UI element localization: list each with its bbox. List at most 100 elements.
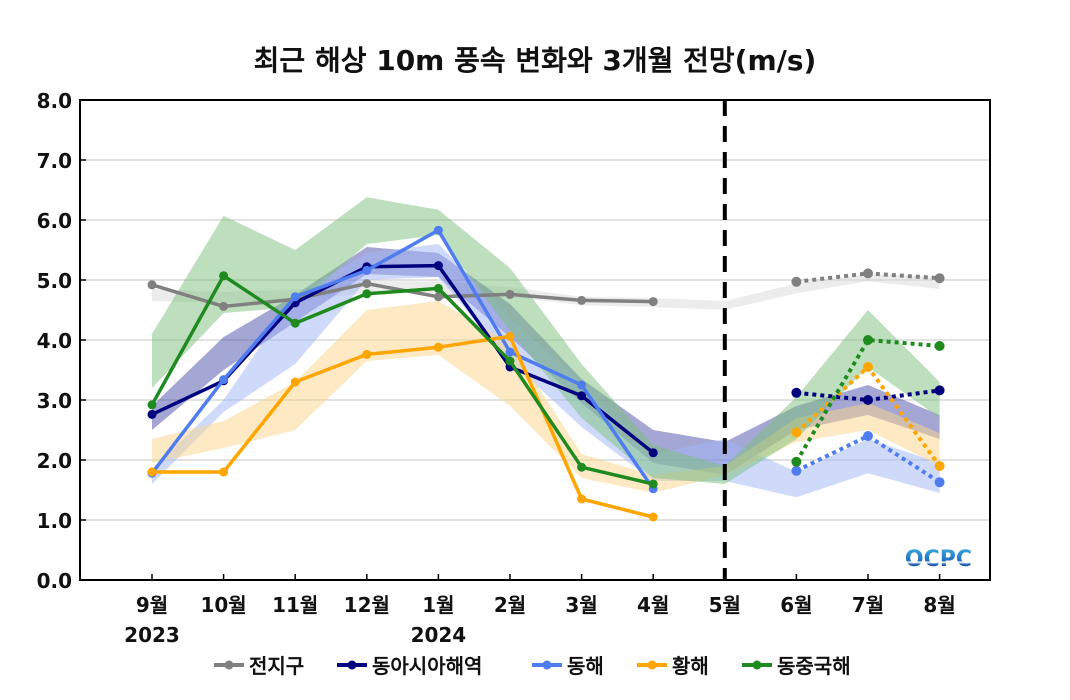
- forecast-point: [863, 268, 873, 279]
- y-tick-label: 8.0: [37, 89, 72, 113]
- forecast-point: [934, 385, 945, 396]
- observed-line: [150, 228, 655, 490]
- observed-point: [362, 279, 372, 289]
- legend-label: 동해: [567, 654, 604, 678]
- observed-point: [147, 400, 157, 410]
- y-tick-label: 4.0: [37, 329, 72, 353]
- forecast-point: [934, 273, 945, 284]
- legend-swatch-marker: [752, 660, 762, 670]
- legend-label: 동중국해: [777, 654, 851, 678]
- forecast-point: [863, 431, 873, 441]
- forecast-point: [934, 477, 945, 488]
- observed-point: [362, 265, 372, 275]
- observed-point: [577, 391, 587, 401]
- observed-point: [505, 356, 515, 366]
- y-tick-label: 6.0: [37, 209, 72, 233]
- x-tick-label: 5월: [709, 593, 741, 617]
- x-tick-label: 1월: [422, 593, 454, 617]
- forecast-point: [791, 427, 802, 438]
- x-tick-label: 7월: [852, 593, 884, 617]
- x-tick-label: 12월: [344, 593, 390, 617]
- forecast-line: [795, 433, 941, 484]
- forecast-point: [863, 335, 873, 345]
- legend-item: 황해: [637, 654, 709, 678]
- observed-point: [577, 380, 587, 390]
- observed-point: [219, 301, 229, 311]
- observed-line: [150, 274, 654, 486]
- observed-line: [152, 334, 654, 519]
- forecast-point: [863, 362, 873, 372]
- observed-point: [648, 512, 658, 522]
- y-axis-ticks: 0.0 1.0 2.0 3.0 4.0 5.0 6.0 7.0 8.0: [37, 89, 86, 593]
- x-tick-label: 6월: [780, 593, 812, 617]
- y-tick-label: 7.0: [37, 149, 72, 173]
- forecast-point: [791, 387, 802, 398]
- observed-point: [577, 494, 587, 504]
- observed-point: [433, 225, 443, 235]
- legend-item: 동중국해: [742, 654, 851, 678]
- y-tick-label: 0.0: [37, 569, 72, 593]
- observed-point: [505, 347, 515, 357]
- x-tick-label: 9월: [136, 593, 168, 617]
- observed-point: [147, 409, 157, 419]
- observed-point: [433, 292, 443, 302]
- legend-label: 동아시아해역: [372, 654, 482, 678]
- observed-point: [648, 297, 658, 307]
- x-tick-label: 4월: [637, 593, 669, 617]
- band-동중국해: [152, 197, 940, 484]
- observed-point: [290, 318, 300, 328]
- legend-swatch-marker: [542, 660, 552, 670]
- uncertainty-bands: [152, 197, 940, 498]
- series-동중국해: [147, 271, 945, 489]
- legend: 전지구 동아시아해역 동해 황해 동중국해: [214, 654, 851, 678]
- observed-point: [147, 467, 157, 477]
- band-황해: [152, 301, 940, 493]
- legend-item: 동해: [532, 654, 604, 678]
- observed-point: [433, 261, 443, 271]
- forecast-point: [934, 461, 945, 471]
- y-tick-label: 1.0: [37, 509, 72, 533]
- observed-point: [648, 448, 658, 458]
- forecast-point: [934, 341, 945, 351]
- legend-label: 전지구: [249, 654, 304, 678]
- observed-point: [433, 283, 443, 293]
- x-tick-label: 11월: [272, 593, 318, 617]
- y-tick-label: 3.0: [37, 389, 72, 413]
- forecast-point: [791, 276, 802, 287]
- observed-point: [505, 331, 515, 341]
- observed-point: [219, 467, 229, 477]
- legend-swatch-marker: [347, 660, 357, 670]
- x-tick-label: 3월: [565, 593, 597, 617]
- x-tick-label: 10월: [200, 593, 246, 617]
- observed-point: [362, 289, 372, 299]
- legend-swatch-marker: [224, 660, 234, 670]
- x-axis-ticks: 9월 10월 11월 12월 1월 2월 3월 4월 5월 6월 7월 8월 2023 2024: [124, 574, 956, 647]
- logo-text: OCPC: [905, 547, 972, 572]
- x-tick-label: 8월: [923, 593, 955, 617]
- year-label: 2024: [411, 623, 467, 647]
- observed-point: [648, 479, 658, 489]
- forecast-point: [791, 456, 802, 467]
- band-전지구: [152, 274, 940, 310]
- chart-title: 최근 해상 10m 풍속 변화와 3개월 전망(m/s): [254, 44, 817, 77]
- forecast-point: [863, 395, 873, 405]
- legend-item: 동아시아해역: [337, 654, 482, 678]
- observed-point: [290, 377, 300, 387]
- legend-item: 전지구: [214, 654, 304, 678]
- year-label: 2023: [124, 623, 180, 647]
- observed-point: [433, 342, 443, 352]
- forecast-point: [791, 465, 802, 476]
- series-황해: [147, 331, 945, 522]
- x-tick-label: 2월: [494, 593, 526, 617]
- observed-point: [219, 271, 229, 281]
- series-lines: [147, 225, 945, 522]
- observed-point: [577, 295, 587, 305]
- legend-label: 황해: [672, 654, 709, 678]
- observed-point: [362, 349, 372, 359]
- ocpc-logo: OCPC: [905, 547, 972, 572]
- y-tick-label: 2.0: [37, 449, 72, 473]
- observed-point: [577, 462, 587, 472]
- legend-swatch-marker: [647, 660, 657, 670]
- forecast-line: [796, 388, 940, 403]
